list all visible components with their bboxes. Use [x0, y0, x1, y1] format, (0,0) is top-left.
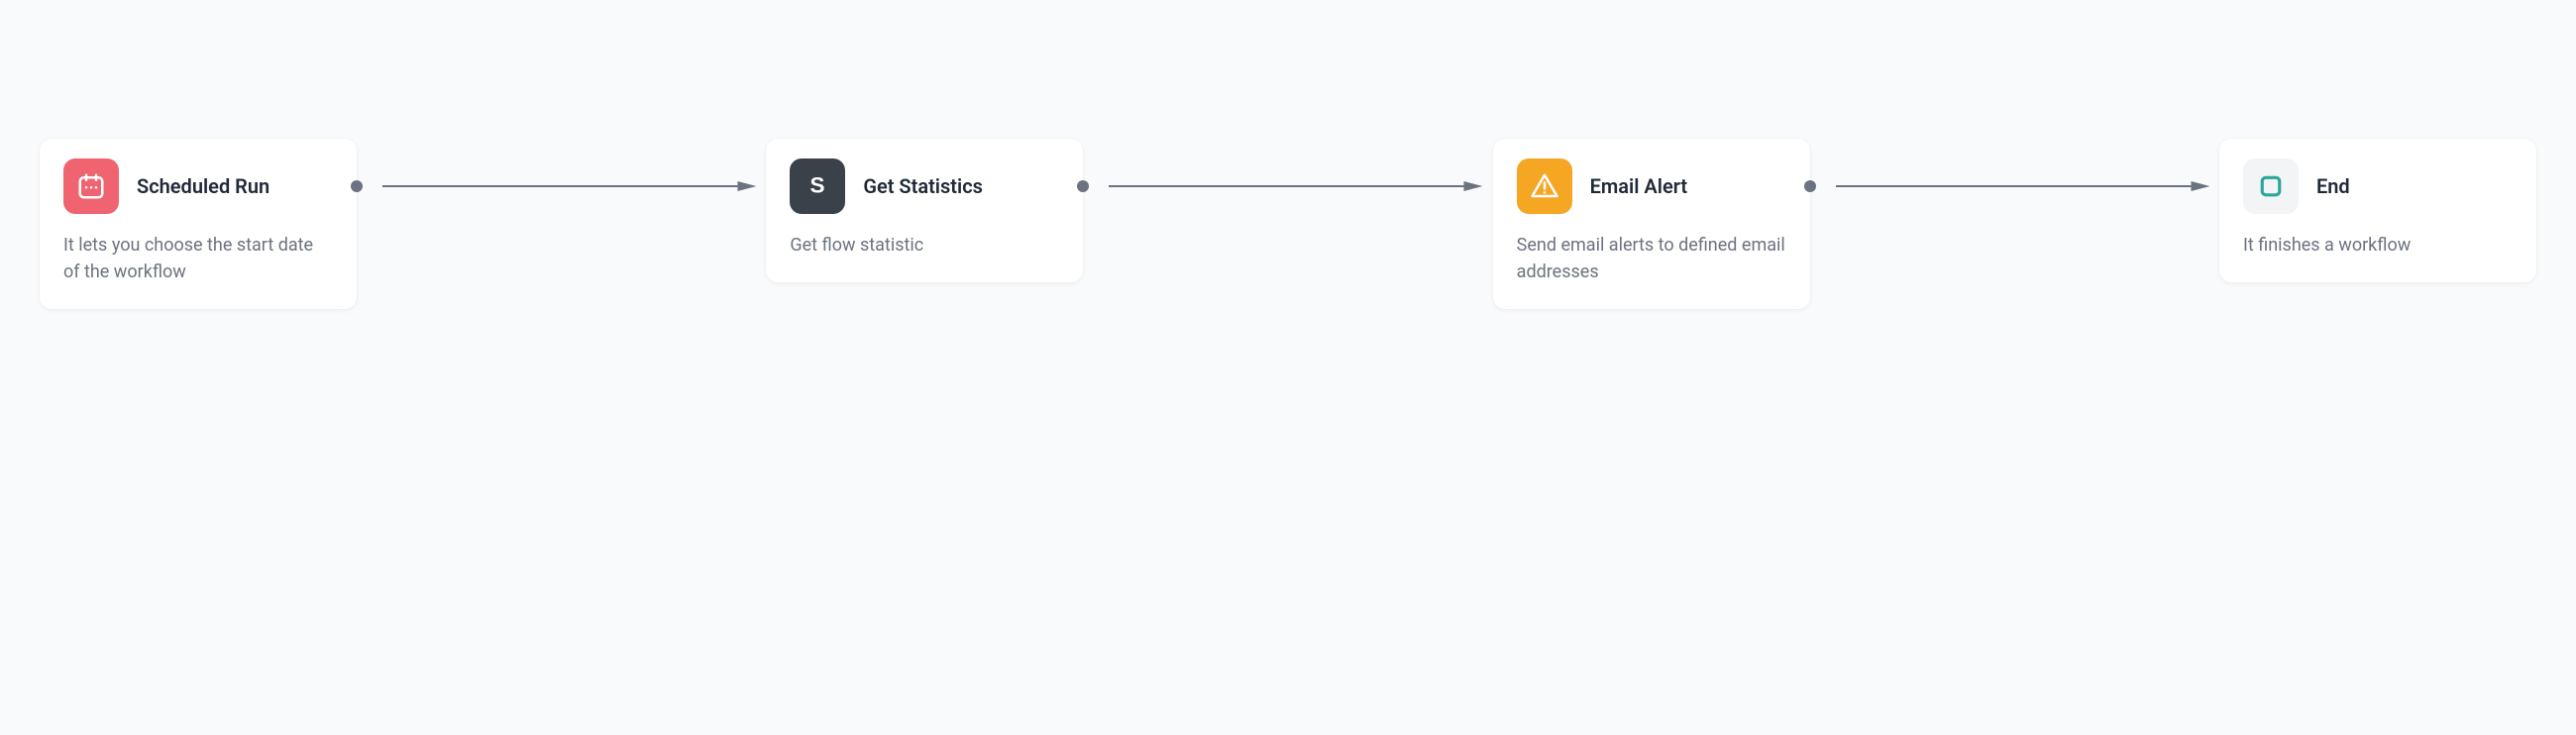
- edge-1: [357, 158, 766, 214]
- calendar-icon: [63, 158, 119, 214]
- workflow-diagram: Scheduled Run It lets you choose the sta…: [40, 139, 2536, 309]
- node-end[interactable]: End It finishes a workflow: [2219, 139, 2536, 282]
- node-description: Get flow statistic: [790, 232, 1059, 259]
- node-email-alert[interactable]: Email Alert Send email alerts to defined…: [1493, 139, 1810, 309]
- node-description: It lets you choose the start date of the…: [63, 232, 333, 285]
- end-square-icon: [2243, 158, 2299, 214]
- node-description: Send email alerts to defined email addre…: [1517, 232, 1786, 285]
- node-title: Get Statistics: [863, 174, 983, 198]
- node-title: Email Alert: [1590, 174, 1687, 198]
- alert-triangle-icon: [1517, 158, 1572, 214]
- edge-3: [1810, 158, 2219, 214]
- edge-2: [1083, 158, 1492, 214]
- node-get-statistics[interactable]: S Get Statistics Get flow statistic: [766, 139, 1083, 282]
- node-scheduled-run[interactable]: Scheduled Run It lets you choose the sta…: [40, 139, 357, 309]
- node-title: Scheduled Run: [137, 174, 269, 198]
- node-title: End: [2316, 174, 2350, 198]
- svg-text:S: S: [810, 172, 825, 197]
- letter-s-icon: S: [790, 158, 845, 214]
- node-description: It finishes a workflow: [2243, 232, 2513, 259]
